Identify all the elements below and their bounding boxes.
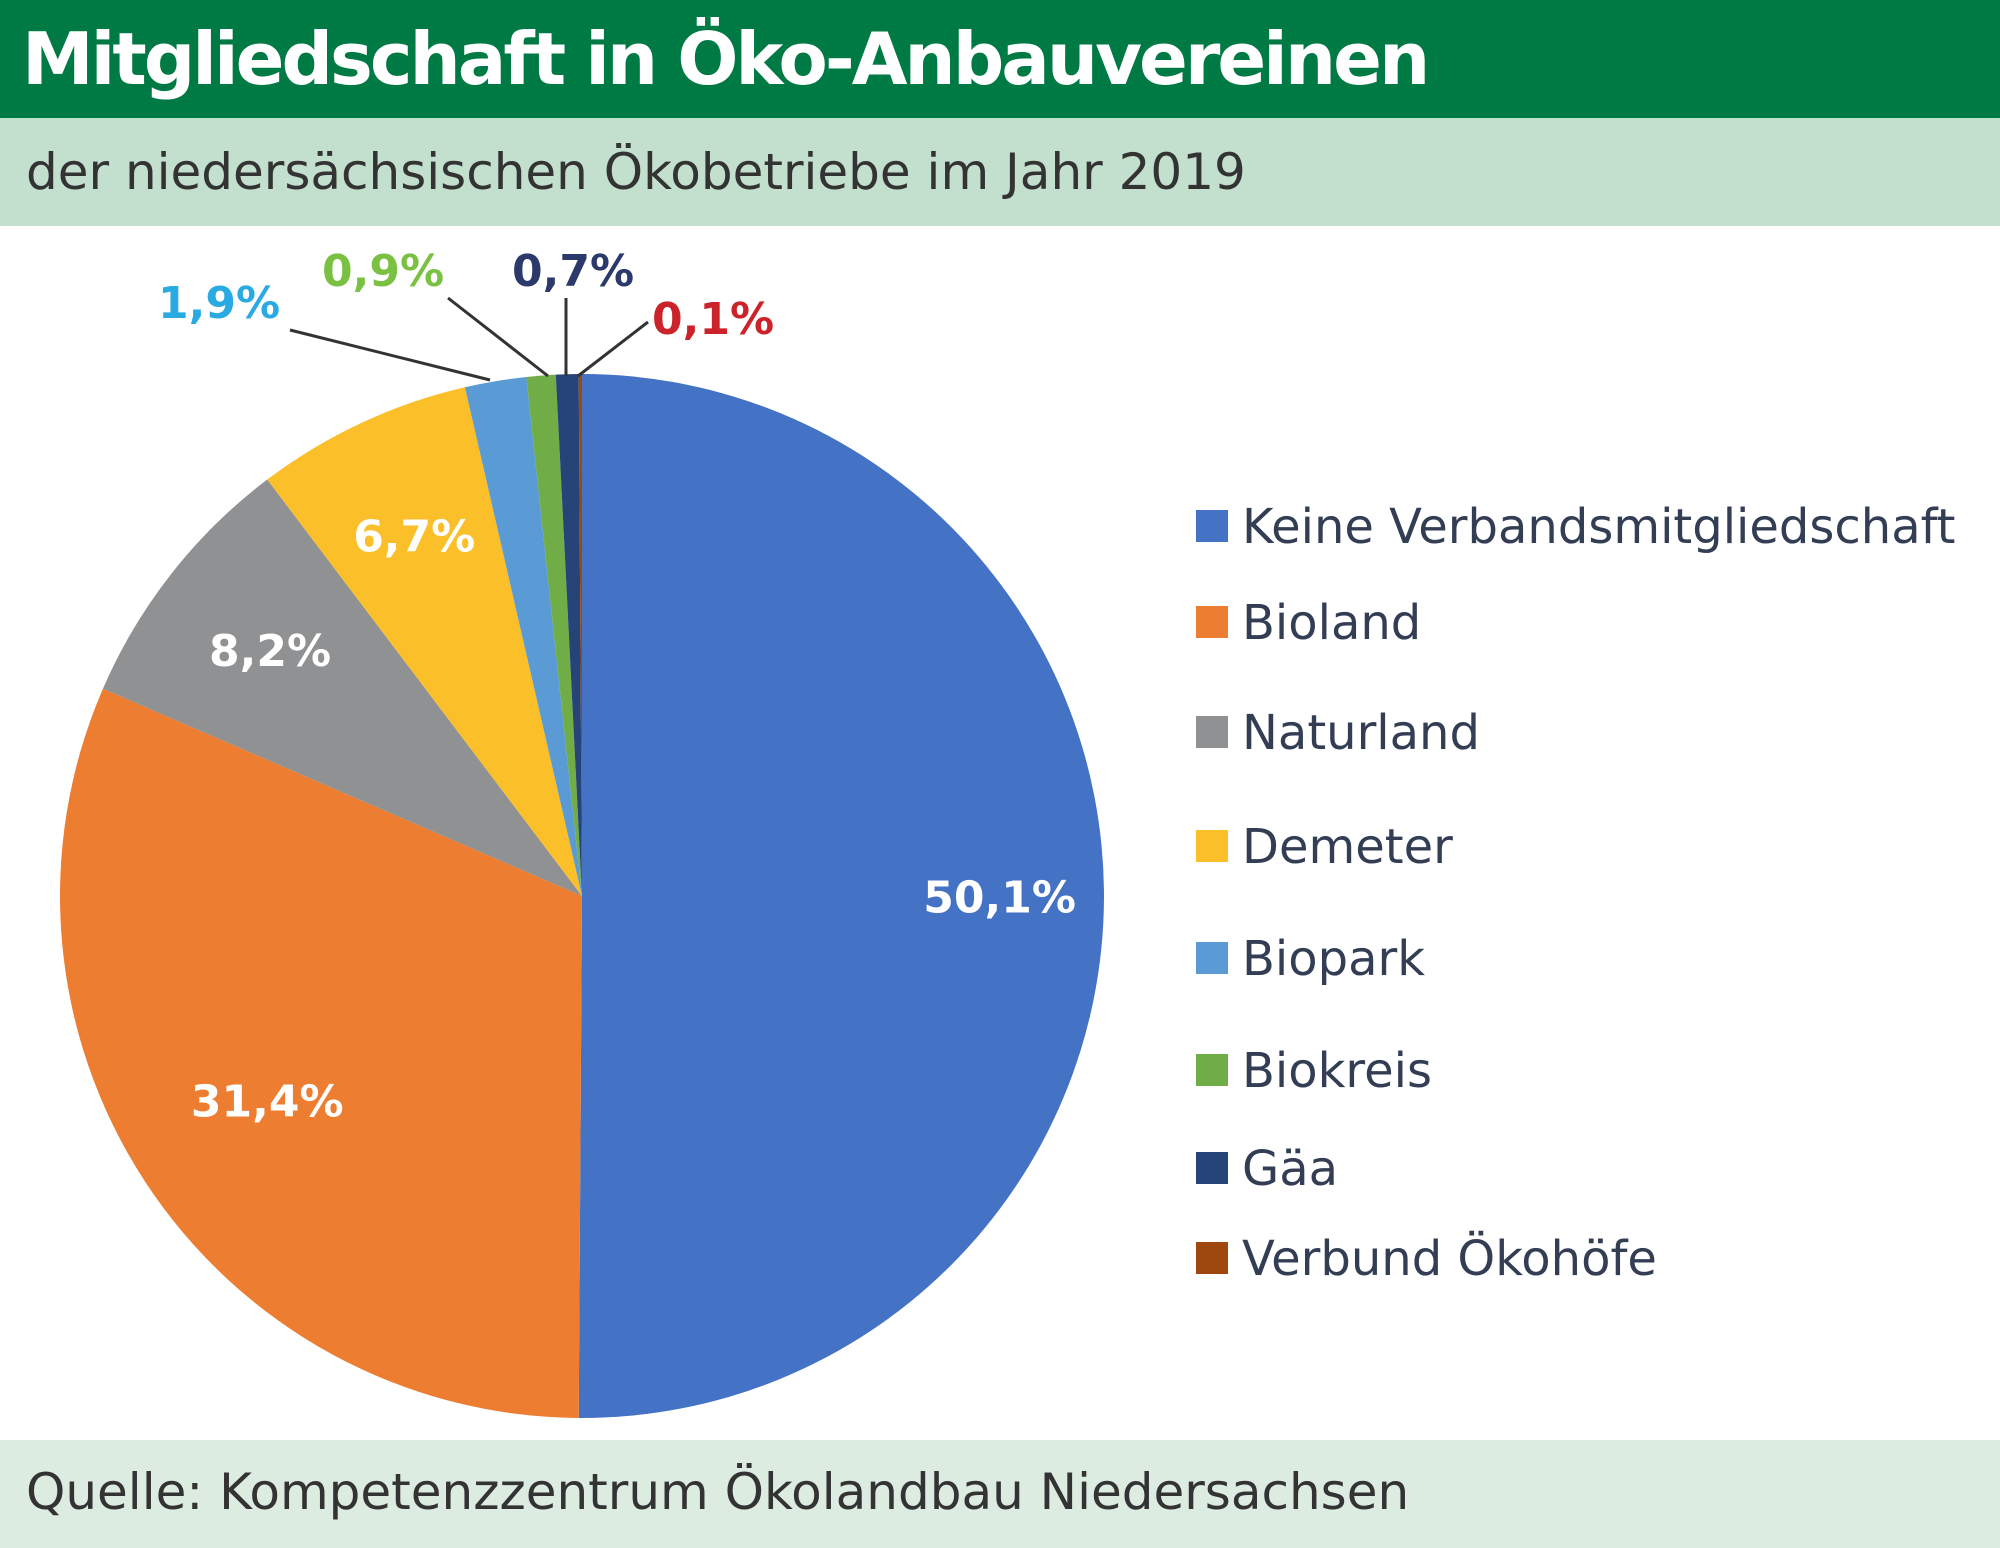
legend-swatch-demeter [1196,830,1228,862]
slice-label-naturland: 8,2% [209,626,331,677]
legend: Keine Verbandsmitgliedschaft Bioland Natur… [1196,499,1955,1287]
legend-label-biopark: Biopark [1242,931,1425,987]
legend-label-naturland: Naturland [1242,705,1480,761]
source-note: Quelle: Kompetenzzentrum Ökolandbau Nied… [26,1463,1410,1521]
chart-subtitle: der niedersächsischen Ökobetriebe im Jah… [26,143,1246,201]
pie-slice-verbund-okohofe [578,374,582,896]
pie-slice-biopark [464,376,582,896]
slice-label-keine-verbandsmitgliedschaft: 50,1% [923,872,1076,923]
slice-label-demeter: 6,7% [353,512,475,563]
legend-label-keine-verbandsmitgliedschaft: Keine Verbandsmitgliedschaft [1242,499,1955,555]
legend-label-verbund-okohofe: Verbund Ökohöfe [1242,1231,1657,1287]
pie-slice-keine-verbandsmitgliedschaft [578,374,1104,1418]
subtitle-bar: der niedersächsischen Ökobetriebe im Jah… [0,118,2000,226]
pie-slice-naturland [102,479,583,896]
legend-swatch-verbund-okohofe [1196,1242,1228,1274]
legend-swatch-naturland [1196,716,1228,748]
slice-label-bioland: 31,4% [191,1076,344,1127]
leader-lines [289,296,649,382]
leader-line-biokreis [447,296,549,378]
slice-label-biokreis: 0,9% [322,246,444,297]
slice-label-verbund-okohofe: 0,1% [652,294,774,345]
chart-title: Mitgliedschaft in Öko-Anbauvereinen [22,17,1430,101]
pie-slice-bioland [59,688,582,1418]
slice-label-biopark: 1,9% [158,278,280,329]
legend-label-biokreis: Biokreis [1242,1043,1432,1099]
pie-slice-demeter [267,387,582,896]
pie-slice-biokreis [526,374,582,896]
legend-swatch-keine-verbandsmitgliedschaft [1196,510,1228,542]
legend-swatch-biopark [1196,942,1228,974]
leader-line-verbund-okohofe [577,320,649,378]
legend-label-demeter: Demeter [1242,819,1453,875]
pie-slice-gaa [555,374,582,896]
title-bar: Mitgliedschaft in Öko-Anbauvereinen [0,0,2000,118]
legend-swatch-gaa [1196,1152,1228,1184]
legend-label-bioland: Bioland [1242,595,1421,651]
slice-label-gaa: 0,7% [512,246,634,297]
legend-swatch-biokreis [1196,1054,1228,1086]
slice-labels: 50,1% 31,4% 8,2% 6,7% 1,9% 0,9% 0,7% 0,1% [158,246,1076,1127]
footer-bar: Quelle: Kompetenzzentrum Ökolandbau Nied… [0,1440,2000,1548]
legend-swatch-bioland [1196,606,1228,638]
leader-line-biopark [289,328,491,382]
legend-label-gaa: Gäa [1242,1141,1338,1197]
pie-slices [59,374,1104,1418]
pie-chart: 50,1% 31,4% 8,2% 6,7% 1,9% 0,9% 0,7% 0,1% Keine… [59,246,1955,1418]
